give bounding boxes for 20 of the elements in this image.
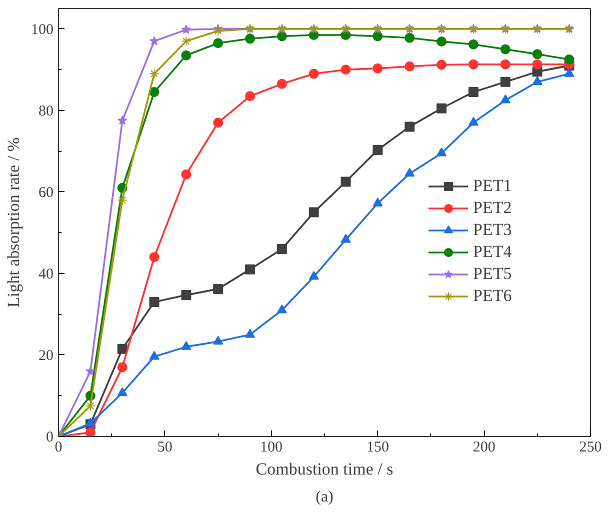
x-axis-title: Combustion time / s xyxy=(256,460,394,478)
x-tick-label: 250 xyxy=(579,440,602,456)
legend-label: PET4 xyxy=(473,242,512,262)
legend-label: PET2 xyxy=(473,198,512,218)
y-tick-label: 0 xyxy=(46,430,54,446)
x-tick-label: 50 xyxy=(157,440,172,456)
x-tick-label: 100 xyxy=(260,440,283,456)
y-tick-label: 100 xyxy=(31,22,54,38)
legend-label: PET6 xyxy=(473,286,512,306)
legend-label: PET1 xyxy=(473,176,512,196)
legend-label: PET5 xyxy=(473,264,512,284)
y-tick-label: 60 xyxy=(38,184,54,201)
text: (a) xyxy=(316,488,334,506)
y-tick-label: 80 xyxy=(38,103,54,120)
y-axis-title: Light absorption rate / % xyxy=(4,138,23,308)
x-tick-label: 200 xyxy=(472,440,496,456)
y-tick-label: 20 xyxy=(38,348,54,364)
x-tick-label: 150 xyxy=(366,440,389,456)
y-tick-label: 40 xyxy=(38,266,54,282)
legend-label: PET3 xyxy=(473,220,512,240)
